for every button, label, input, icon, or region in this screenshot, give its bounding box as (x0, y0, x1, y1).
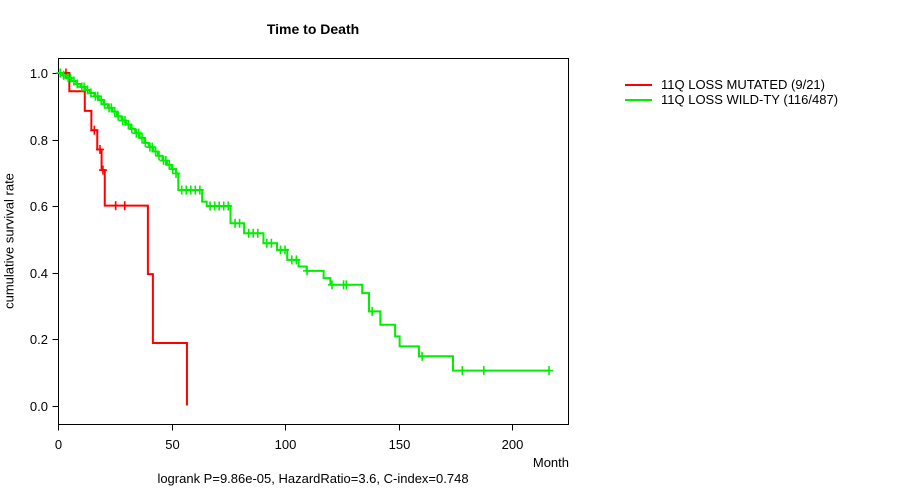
y-tick-label: 0.4 (30, 266, 48, 281)
y-tick-label: 0.8 (30, 133, 48, 148)
legend: 11Q LOSS MUTATED (9/21) 11Q LOSS WILD-TY… (625, 77, 838, 107)
x-axis-title: Month (532, 455, 569, 470)
legend-item-wildtype: 11Q LOSS WILD-TY (116/487) (625, 92, 838, 107)
chart-title: Time to Death (266, 21, 360, 37)
plot-box (58, 58, 569, 425)
wildtype-curve (58, 72, 550, 372)
x-tick-label: 50 (165, 437, 179, 452)
legend-label-wildtype: 11Q LOSS WILD-TY (116/487) (661, 92, 839, 107)
legend-label-mutated: 11Q LOSS MUTATED (9/21) (661, 77, 825, 92)
legend-line-green (625, 98, 652, 101)
y-tick-label: 0.6 (30, 199, 48, 214)
legend-line-red (625, 83, 652, 86)
y-tick-label: 1.0 (30, 66, 48, 81)
y-tick-label: 0.2 (30, 332, 48, 347)
legend-item-mutated: 11Q LOSS MUTATED (9/21) (625, 77, 838, 92)
x-tick-label: 100 (275, 437, 297, 452)
x-tick-label: 0 (55, 437, 62, 452)
y-tick-label: 0.0 (30, 399, 48, 414)
stats-caption: logrank P=9.86e-05, HazardRatio=3.6, C-i… (157, 471, 469, 486)
x-tick-label: 200 (502, 437, 524, 452)
x-tick-label: 150 (389, 437, 411, 452)
